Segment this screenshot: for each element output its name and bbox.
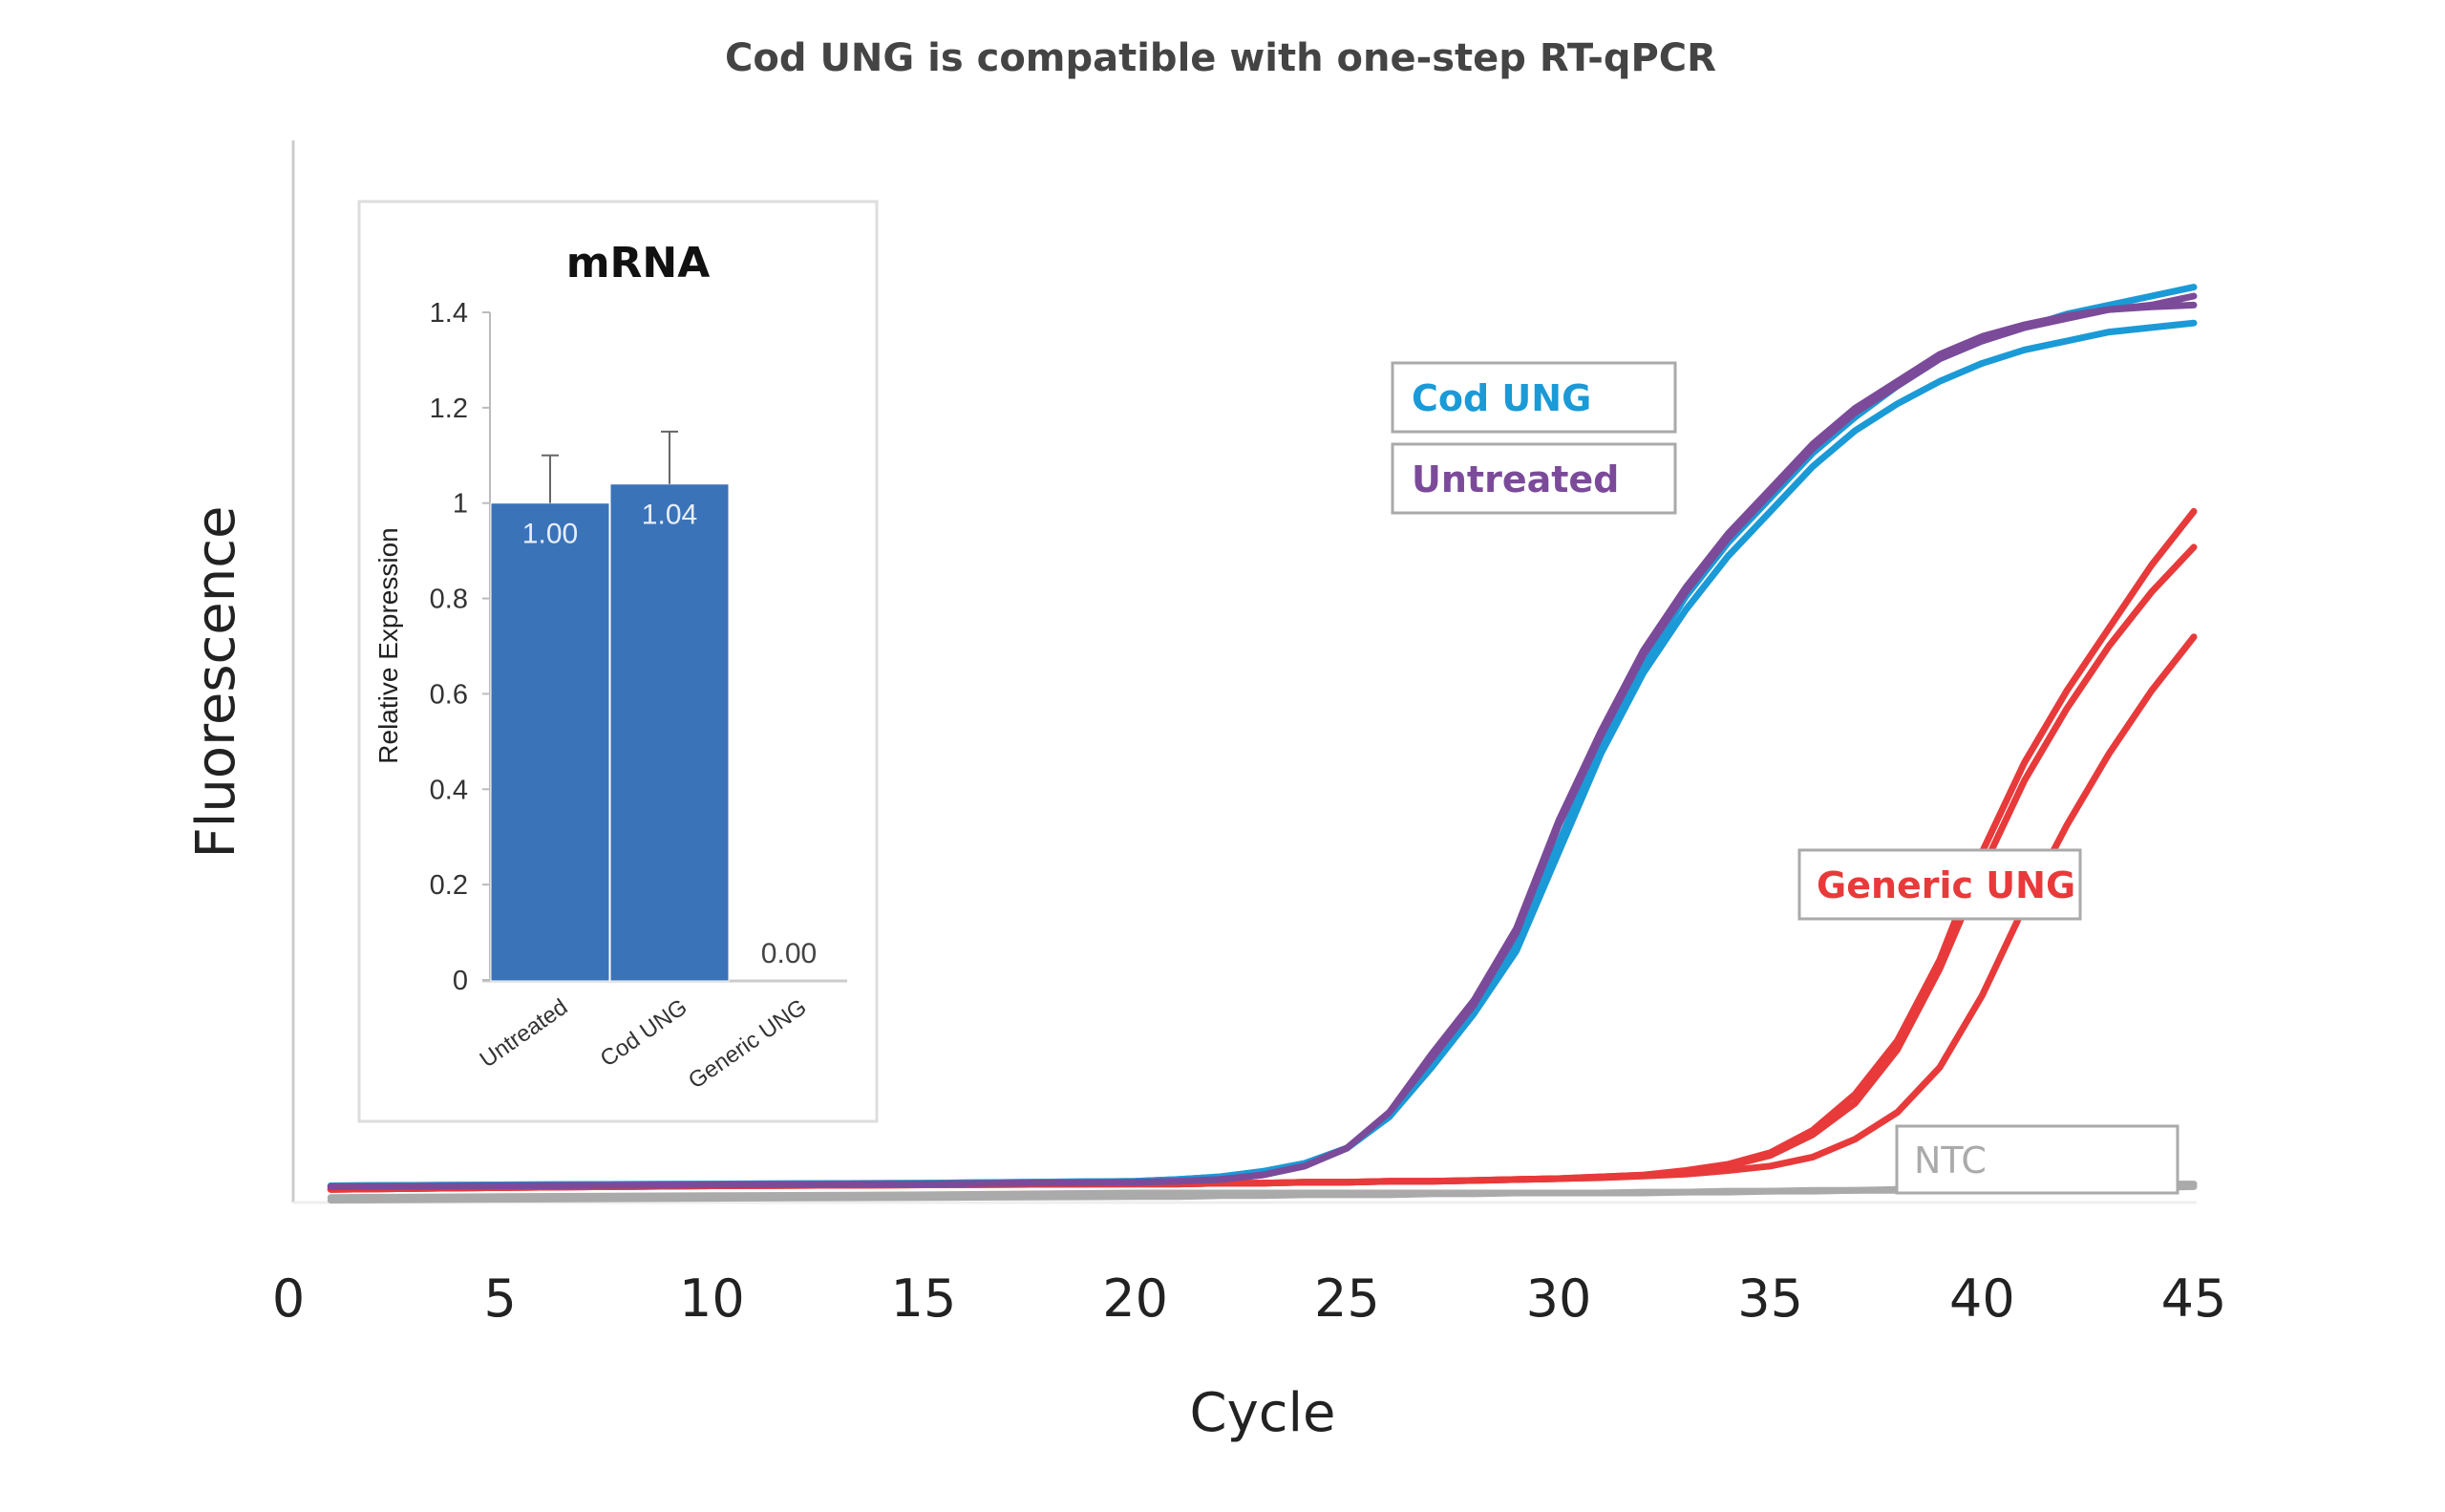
x-tick-label: 30 bbox=[1526, 1268, 1592, 1329]
bar-cod-ung bbox=[609, 483, 730, 982]
x-tick-label: 40 bbox=[1949, 1268, 2015, 1329]
label-cod-ung: Cod UNG bbox=[1391, 361, 1677, 434]
inset-y-tick-label: 0.6 bbox=[430, 679, 468, 710]
inset-y-tick-label: 0.4 bbox=[430, 775, 468, 805]
y-axis-label: Fluorescence bbox=[185, 506, 247, 859]
bar-value-label: 1.00 bbox=[522, 519, 578, 550]
inset-y-tick-label: 0.2 bbox=[430, 870, 468, 901]
bar-value-label: 0.00 bbox=[761, 938, 817, 969]
inset-y-tick-label: 0 bbox=[453, 966, 468, 996]
amplification-curves bbox=[327, 284, 2198, 1203]
x-tick-label: 35 bbox=[1737, 1268, 1803, 1329]
x-tick-label: 0 bbox=[272, 1268, 305, 1329]
x-tick-label: 20 bbox=[1102, 1268, 1168, 1329]
label-untreated: Untreated bbox=[1391, 442, 1677, 515]
bar-untreated bbox=[490, 502, 610, 982]
inset-y-tick-label: 1.2 bbox=[430, 394, 468, 424]
label-generic-ung-text: Generic UNG bbox=[1817, 864, 2075, 906]
inset-y-axis-label: Relative Expression bbox=[373, 527, 403, 763]
bar-value-label: 1.04 bbox=[642, 500, 697, 531]
inset-y-tick-label: 0.8 bbox=[430, 585, 468, 615]
x-tick-label: 15 bbox=[891, 1268, 957, 1329]
x-tick-label: 25 bbox=[1314, 1268, 1380, 1329]
label-untreated-text: Untreated bbox=[1412, 458, 1619, 500]
label-generic-ung: Generic UNG bbox=[1797, 848, 2082, 921]
chart-title: Cod UNG is compatible with one-step RT-q… bbox=[725, 36, 1716, 80]
curve-untreated bbox=[327, 301, 2198, 1190]
inset-y-tick-label: 1.4 bbox=[430, 298, 468, 329]
x-tick-label: 10 bbox=[679, 1268, 745, 1329]
label-ntc-text: NTC bbox=[1914, 1139, 1987, 1182]
inset-bar-chart: mRNA 0 0.2 0.4 0.6 0.8 1 1.2 1.4 Relative Expre… bbox=[357, 200, 879, 1123]
label-cod-ung-text: Cod UNG bbox=[1412, 377, 1591, 419]
x-axis-label: Cycle bbox=[1189, 1382, 1335, 1444]
inset-title: mRNA bbox=[566, 239, 711, 287]
inset-y-ticks: 0 0.2 0.4 0.6 0.8 1 1.2 1.4 bbox=[430, 298, 490, 996]
x-tick-label: 5 bbox=[483, 1268, 516, 1329]
inset-y-tick-label: 1 bbox=[453, 489, 468, 520]
x-tick-labels: 0 5 10 15 20 25 30 35 40 45 bbox=[272, 1268, 2227, 1329]
label-ntc: NTC bbox=[1895, 1124, 2179, 1195]
x-tick-label: 45 bbox=[2161, 1268, 2227, 1329]
